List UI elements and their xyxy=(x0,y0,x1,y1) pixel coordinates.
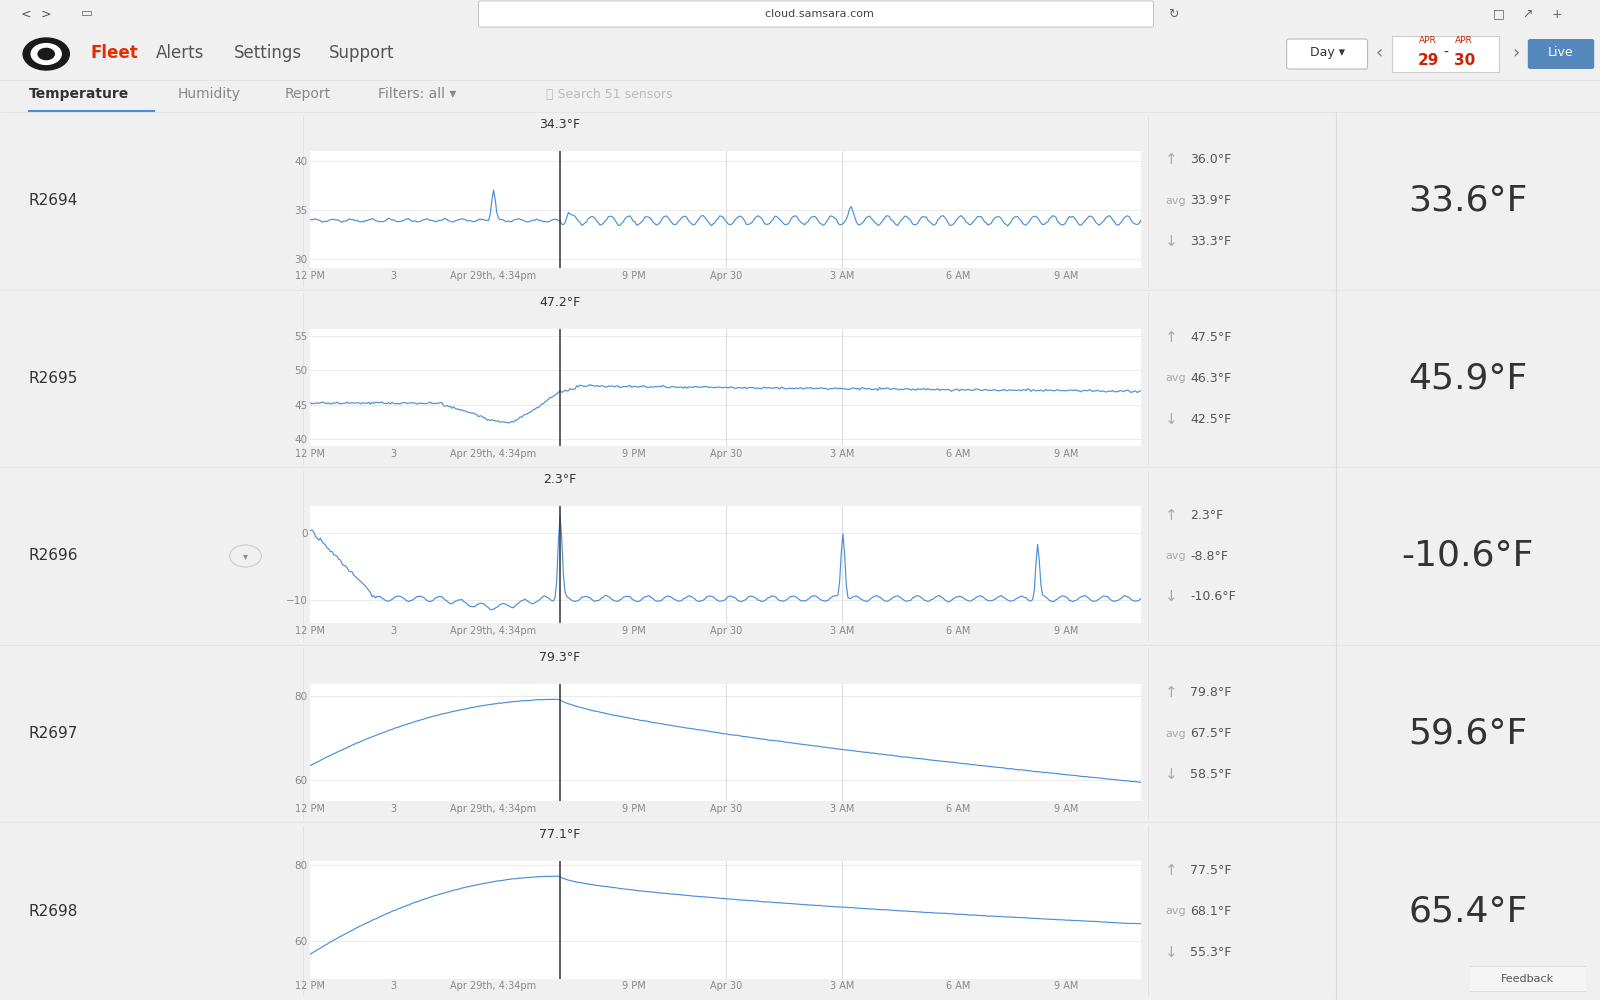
Text: Temperature: Temperature xyxy=(29,87,130,101)
Text: -10.6°F: -10.6°F xyxy=(1190,590,1235,603)
Text: ↑: ↑ xyxy=(1165,863,1178,878)
Text: Filters: all ▾: Filters: all ▾ xyxy=(378,87,456,101)
Text: cloud.samsara.com: cloud.samsara.com xyxy=(758,9,874,19)
Text: avg: avg xyxy=(1165,551,1186,561)
Text: 47.2°F: 47.2°F xyxy=(539,296,581,309)
Text: R2695: R2695 xyxy=(29,371,78,386)
Text: 🔍 Search 51 sensors: 🔍 Search 51 sensors xyxy=(546,88,672,101)
Circle shape xyxy=(30,44,61,64)
Text: 2.3°F: 2.3°F xyxy=(1190,509,1222,522)
Text: ▾: ▾ xyxy=(243,551,248,561)
Text: Live: Live xyxy=(1549,46,1574,59)
Text: 79.3°F: 79.3°F xyxy=(539,651,581,664)
Text: -10.6°F: -10.6°F xyxy=(1402,539,1534,573)
Text: R2696: R2696 xyxy=(29,548,78,564)
Text: ↓: ↓ xyxy=(1165,589,1178,604)
Text: ↓: ↓ xyxy=(1165,945,1178,960)
Text: R2697: R2697 xyxy=(29,726,78,741)
Text: Humidity: Humidity xyxy=(178,87,240,101)
Text: 45.9°F: 45.9°F xyxy=(1408,361,1528,395)
Text: ↻: ↻ xyxy=(1168,7,1179,20)
Text: Report: Report xyxy=(285,87,331,101)
Text: 79.8°F: 79.8°F xyxy=(1190,686,1232,699)
Text: Fleet: Fleet xyxy=(91,44,139,62)
Text: 33.6°F: 33.6°F xyxy=(1408,184,1528,218)
Text: ↑: ↑ xyxy=(1165,508,1178,523)
Text: 68.1°F: 68.1°F xyxy=(1190,905,1230,918)
Text: +: + xyxy=(1552,7,1562,20)
Text: ›: › xyxy=(1512,44,1520,62)
Text: <: < xyxy=(21,7,32,20)
Text: ↑: ↑ xyxy=(1165,152,1178,167)
Text: ↗: ↗ xyxy=(1523,7,1533,20)
Text: APR: APR xyxy=(1456,36,1474,45)
Text: 36.0°F: 36.0°F xyxy=(1190,153,1230,166)
Text: avg: avg xyxy=(1165,373,1186,383)
FancyBboxPatch shape xyxy=(1528,39,1594,69)
Text: R2698: R2698 xyxy=(29,904,78,919)
Text: >: > xyxy=(42,7,51,20)
Text: 2.3°F: 2.3°F xyxy=(542,473,576,486)
Text: 47.5°F: 47.5°F xyxy=(1190,331,1232,344)
Text: 67.5°F: 67.5°F xyxy=(1190,727,1232,740)
Text: Day ▾: Day ▾ xyxy=(1309,46,1344,59)
Text: □: □ xyxy=(1493,7,1504,20)
Text: APR: APR xyxy=(1419,36,1437,45)
Text: Settings: Settings xyxy=(234,44,302,62)
Text: avg: avg xyxy=(1165,729,1186,739)
Text: 30: 30 xyxy=(1454,53,1475,68)
Text: 58.5°F: 58.5°F xyxy=(1190,768,1232,781)
Text: 77.1°F: 77.1°F xyxy=(539,828,581,841)
FancyBboxPatch shape xyxy=(1286,39,1368,69)
Text: 42.5°F: 42.5°F xyxy=(1190,413,1230,426)
Text: avg: avg xyxy=(1165,196,1186,206)
Text: 29: 29 xyxy=(1418,53,1438,68)
Text: 65.4°F: 65.4°F xyxy=(1408,894,1528,928)
FancyBboxPatch shape xyxy=(1467,966,1589,992)
Text: Alerts: Alerts xyxy=(155,44,205,62)
Text: avg: avg xyxy=(1165,906,1186,916)
Text: Feedback: Feedback xyxy=(1501,974,1554,984)
FancyBboxPatch shape xyxy=(1392,36,1499,72)
Text: ↑: ↑ xyxy=(1165,685,1178,700)
Text: ↓: ↓ xyxy=(1165,234,1178,249)
Text: 33.3°F: 33.3°F xyxy=(1190,235,1230,248)
Text: 34.3°F: 34.3°F xyxy=(539,118,581,131)
Text: ‹: ‹ xyxy=(1376,44,1382,62)
Text: 59.6°F: 59.6°F xyxy=(1408,717,1528,751)
Circle shape xyxy=(22,38,69,70)
Text: -: - xyxy=(1443,46,1448,60)
Text: 46.3°F: 46.3°F xyxy=(1190,372,1230,385)
Text: ↓: ↓ xyxy=(1165,412,1178,427)
Text: 55.3°F: 55.3°F xyxy=(1190,946,1232,959)
FancyBboxPatch shape xyxy=(478,1,1154,27)
Text: R2694: R2694 xyxy=(29,193,78,208)
Text: Support: Support xyxy=(330,44,395,62)
Text: ▭: ▭ xyxy=(80,7,93,20)
Text: 77.5°F: 77.5°F xyxy=(1190,864,1232,877)
Text: ↓: ↓ xyxy=(1165,767,1178,782)
Circle shape xyxy=(38,48,54,60)
Text: ↑: ↑ xyxy=(1165,330,1178,345)
Text: -8.8°F: -8.8°F xyxy=(1190,550,1227,562)
Text: 33.9°F: 33.9°F xyxy=(1190,194,1230,207)
